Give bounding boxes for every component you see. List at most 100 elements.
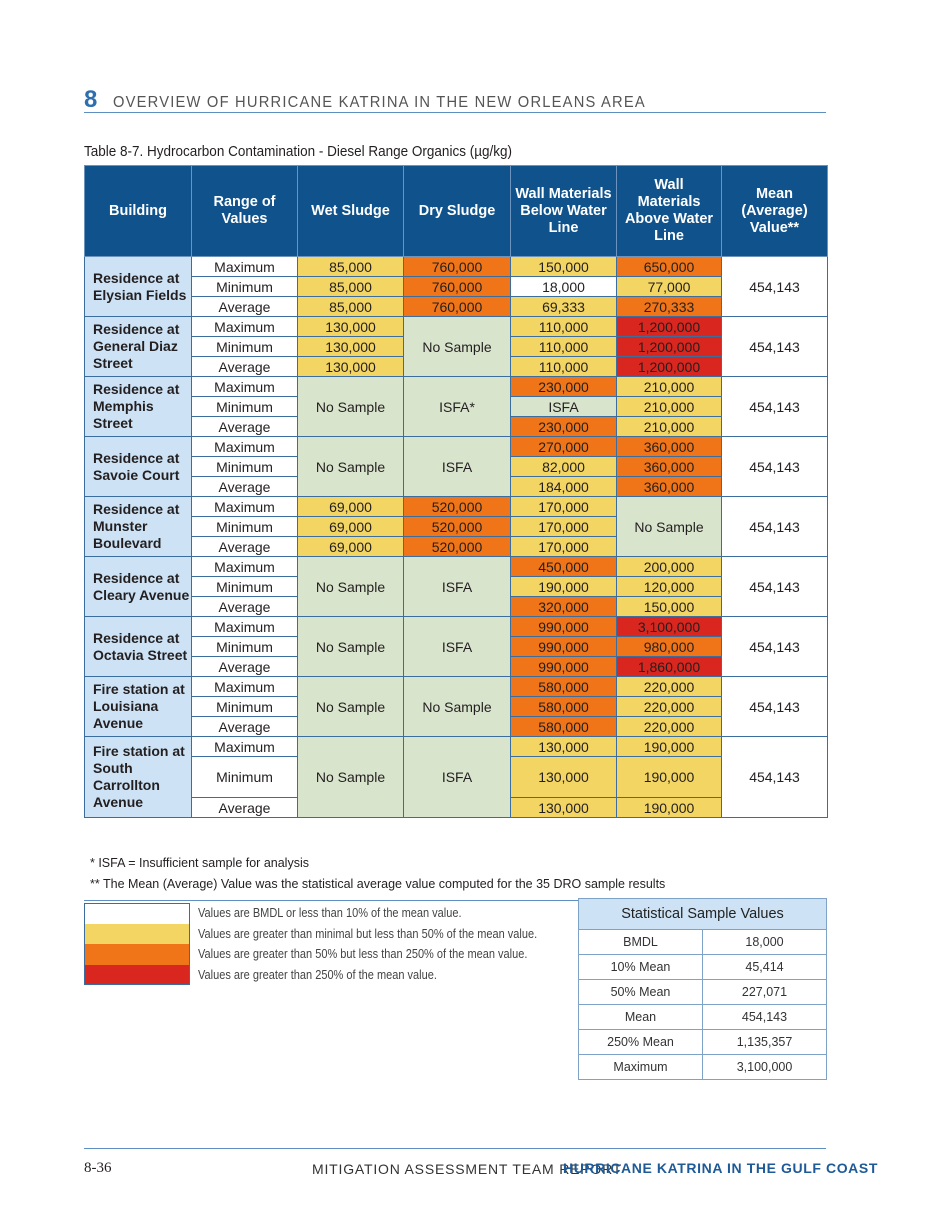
table-row: Minimum 130,000 190,000 xyxy=(85,756,828,798)
range-label: Average xyxy=(191,716,298,737)
legend-swatch xyxy=(84,903,190,924)
range-label: Minimum xyxy=(191,696,298,717)
stat-value: 3,100,000 xyxy=(702,1054,827,1080)
legend-item: Values are greater than 250% of the mean… xyxy=(84,964,583,985)
header-rule xyxy=(84,112,826,113)
footnote-isfa: * ISFA = Insufficient sample for analysi… xyxy=(90,856,309,870)
building-cell: Residence at Cleary Avenue xyxy=(84,556,192,617)
table-row: Minimum 69,000 520,000 170,000 xyxy=(85,516,828,537)
table-row: Residence at General Diaz Street Maximum 1… xyxy=(84,316,828,377)
mean-value: 454,143 xyxy=(721,676,828,737)
stat-label: 50% Mean xyxy=(578,979,703,1005)
dry-value: 760,000 xyxy=(403,276,511,297)
column-header: Mean (Average) Value** xyxy=(721,165,828,257)
below-value: 990,000 xyxy=(510,616,617,637)
column-header: Wet Sludge xyxy=(297,165,404,257)
above-value: 210,000 xyxy=(616,416,722,437)
stat-row: Maximum 3,100,000 xyxy=(578,1054,827,1080)
stat-label: BMDL xyxy=(578,929,703,955)
below-value: 230,000 xyxy=(510,416,617,437)
above-value: 1,200,000 xyxy=(616,356,722,377)
legend-item: Values are BMDL or less than 10% of the … xyxy=(84,903,583,924)
above-value: 220,000 xyxy=(616,676,722,697)
legend-text: Values are BMDL or less than 10% of the … xyxy=(198,906,462,921)
wet-value: 69,000 xyxy=(297,536,404,557)
above-value: 77,000 xyxy=(616,276,722,297)
above-value: 360,000 xyxy=(616,436,722,457)
above-value: 210,000 xyxy=(616,396,722,417)
above-value: 190,000 xyxy=(616,736,722,757)
column-header: Range of Values xyxy=(191,165,298,257)
below-value: 990,000 xyxy=(510,656,617,677)
table-header-row: Building Range of Values Wet Sludge Dry Slu… xyxy=(84,165,828,257)
dry-value: 520,000 xyxy=(403,536,511,557)
section-rule xyxy=(84,900,624,901)
dry-value: 520,000 xyxy=(403,516,511,537)
below-value: 150,000 xyxy=(510,256,617,277)
range-label: Maximum xyxy=(191,436,298,457)
stat-row: BMDL 18,000 xyxy=(578,929,827,955)
color-legend: Values are BMDL or less than 10% of the … xyxy=(84,903,583,985)
above-value: 360,000 xyxy=(616,476,722,497)
table-row: Minimum 190,000 120,000 xyxy=(85,576,828,597)
dry-value: ISFA* xyxy=(403,376,511,437)
above-value: 190,000 xyxy=(616,797,722,818)
chapter-header: 8 OVERVIEW OF HURRICANE KATRINA IN THE N… xyxy=(84,86,693,114)
stat-label: 10% Mean xyxy=(578,954,703,980)
range-label: Minimum xyxy=(191,336,298,357)
range-label: Average xyxy=(191,476,298,497)
below-value: 170,000 xyxy=(510,516,617,537)
mean-value: 454,143 xyxy=(721,496,828,557)
mean-value: 454,143 xyxy=(721,736,828,818)
range-label: Maximum xyxy=(191,316,298,337)
building-cell: Residence at Munster Boulevard xyxy=(84,496,192,557)
stat-value: 454,143 xyxy=(702,1004,827,1030)
range-label: Average xyxy=(191,356,298,377)
contamination-table: Building Range of Values Wet Sludge Dry Slu… xyxy=(84,165,828,818)
dry-value: ISFA xyxy=(403,616,511,677)
table-row: Average 184,000 360,000 xyxy=(85,476,828,497)
building-cell: Residence at General Diaz Street xyxy=(84,316,192,377)
range-label: Maximum xyxy=(191,556,298,577)
wet-value: No Sample xyxy=(297,736,404,818)
below-value: 580,000 xyxy=(510,696,617,717)
above-value: 1,200,000 xyxy=(616,336,722,357)
below-value: 110,000 xyxy=(510,356,617,377)
below-value: 450,000 xyxy=(510,556,617,577)
range-label: Maximum xyxy=(191,376,298,397)
mean-value: 454,143 xyxy=(721,436,828,497)
table-row: Minimum ISFA 210,000 xyxy=(85,396,828,417)
table-row: Residence at Cleary Avenue Maximum No Samp… xyxy=(84,556,828,617)
stat-value: 45,414 xyxy=(702,954,827,980)
wet-value: No Sample xyxy=(297,616,404,677)
dry-value: 520,000 xyxy=(403,496,511,517)
chapter-number: 8 xyxy=(84,86,98,113)
report-title: HURRICANE KATRINA IN THE GULF COAST xyxy=(563,1160,878,1176)
stat-table-title: Statistical Sample Values xyxy=(578,898,827,930)
below-value: 184,000 xyxy=(510,476,617,497)
wet-value: 130,000 xyxy=(297,336,404,357)
table-row: Fire station at Louisiana Avenue Maximum N… xyxy=(84,676,828,737)
range-label: Maximum xyxy=(191,676,298,697)
above-value: 190,000 xyxy=(616,756,722,798)
dry-value: 760,000 xyxy=(403,256,511,277)
above-value: 1,200,000 xyxy=(616,316,722,337)
table-row: Average 990,000 1,860,000 xyxy=(85,656,828,677)
legend-swatch xyxy=(84,964,190,985)
above-value: 150,000 xyxy=(616,596,722,617)
range-label: Minimum xyxy=(191,756,298,798)
dry-value: ISFA xyxy=(403,556,511,617)
range-label: Average xyxy=(191,797,298,818)
range-label: Minimum xyxy=(191,516,298,537)
below-value: 130,000 xyxy=(510,797,617,818)
table-row: Average 130,000 190,000 xyxy=(85,797,828,818)
below-value: 320,000 xyxy=(510,596,617,617)
table-row: Residence at Octavia Street Maximum No Sam… xyxy=(84,616,828,677)
above-value: 1,860,000 xyxy=(616,656,722,677)
range-label: Average xyxy=(191,596,298,617)
table-row: Residence at Memphis Street Maximum No Sam… xyxy=(84,376,828,437)
wet-value: No Sample xyxy=(297,556,404,617)
table-row: Minimum 82,000 360,000 xyxy=(85,456,828,477)
mean-value: 454,143 xyxy=(721,256,828,317)
below-value: 18,000 xyxy=(510,276,617,297)
